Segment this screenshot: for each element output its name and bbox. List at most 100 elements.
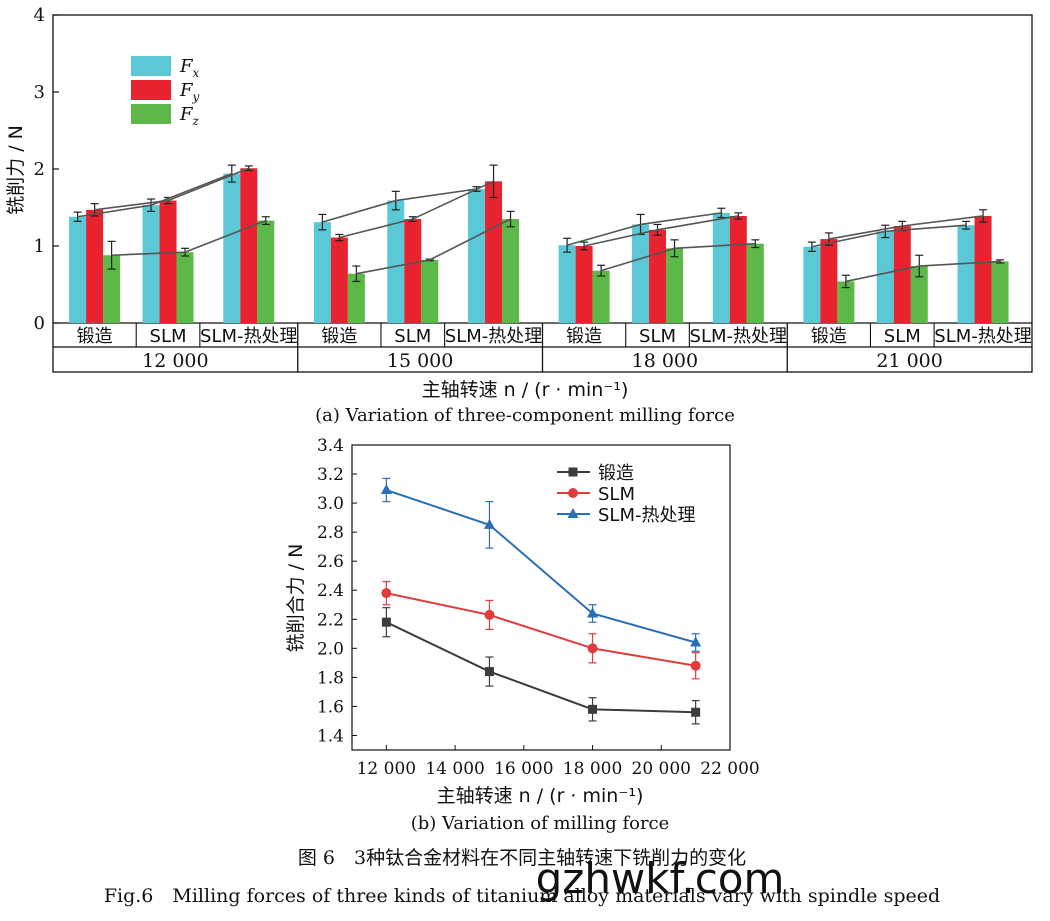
material-label: SLM-热处理	[690, 326, 787, 347]
bar-fx	[632, 224, 650, 323]
material-label: 锻造	[566, 326, 602, 347]
bar-fx	[803, 246, 821, 323]
y-tick-label: 1.8	[317, 668, 344, 688]
trend-line-fz	[111, 219, 267, 257]
series-line	[386, 592, 696, 667]
bar-fz	[592, 270, 610, 323]
series-line	[386, 489, 696, 644]
y-tick-label: 2.6	[317, 552, 344, 572]
trend-line-fx	[322, 188, 477, 223]
bar-fx	[142, 205, 160, 323]
legend-swatch-x	[131, 56, 171, 76]
material-label: SLM	[639, 326, 676, 347]
trend-line-fy	[339, 180, 494, 239]
data-point	[484, 667, 494, 677]
watermark: gzhwkf.com	[536, 854, 785, 903]
bar-fx	[957, 225, 975, 323]
trend-line-fx	[566, 212, 722, 246]
y-tick-label: 1.4	[317, 726, 344, 746]
data-point	[690, 636, 702, 647]
legend-label-fz: Fz	[179, 104, 200, 128]
data-point	[691, 707, 701, 717]
legend-label: SLM-热处理	[598, 505, 695, 526]
bar-fy	[575, 246, 593, 323]
trend-line-fy	[828, 215, 984, 240]
x-tick-label: 14 000	[425, 759, 484, 779]
y-tick-label: 3.0	[317, 494, 344, 514]
bar-fy	[86, 209, 104, 323]
trend-line-fz	[845, 260, 1001, 283]
bar-fx	[558, 245, 576, 323]
subfigure-caption-a: (a) Variation of three-component milling…	[315, 405, 735, 426]
material-label: SLM-热处理	[445, 326, 542, 347]
x-tick-label: 12 000	[357, 759, 416, 779]
material-label: SLM-热处理	[200, 326, 297, 347]
bar-fx	[387, 200, 405, 323]
data-point	[587, 607, 599, 618]
legend-label-fx: Fx	[179, 56, 200, 80]
legend-marker	[568, 488, 578, 498]
bar-fy	[893, 225, 911, 323]
y-tick-label: 2	[34, 159, 45, 180]
bar-fz	[176, 252, 194, 323]
bar-fz	[910, 266, 928, 323]
x-tick-label: 22 000	[700, 759, 759, 779]
y-tick-label: 2.0	[317, 639, 344, 659]
material-label: 锻造	[77, 326, 113, 347]
y-tick-label: 1.6	[317, 697, 344, 717]
x-axis-label: 主轴转速 n / (r · min⁻¹)	[422, 379, 629, 401]
speed-group-label: 12 000	[142, 350, 208, 372]
material-label: SLM	[884, 326, 921, 347]
legend-swatch-z	[131, 104, 171, 124]
speed-group-label: 21 000	[876, 350, 942, 372]
data-point	[587, 643, 598, 654]
x-axis-label: 主轴转速 n / (r · min⁻¹)	[437, 785, 644, 807]
y-tick-label: 2.8	[317, 523, 344, 543]
trend-line-fy	[94, 167, 250, 211]
material-label: SLM	[150, 326, 187, 347]
trend-line-fx	[77, 172, 233, 218]
chart-b-frame	[351, 444, 731, 751]
bar-fy	[404, 219, 422, 323]
bar-fx	[69, 216, 87, 323]
bar-fz	[991, 261, 1009, 323]
trend-line-fz	[600, 242, 756, 272]
y-tick-label: 3.4	[317, 436, 344, 456]
y-tick-label: 4	[34, 5, 45, 26]
x-tick-label: 20 000	[632, 759, 691, 779]
material-label: SLM	[394, 326, 431, 347]
data-point	[484, 609, 495, 620]
bar-fy	[820, 239, 838, 323]
bar-fz	[666, 248, 684, 323]
series-line	[385, 621, 696, 714]
material-label: 锻造	[321, 326, 357, 347]
y-tick-label: 2.4	[317, 581, 344, 601]
material-label: SLM-热处理	[934, 326, 1031, 347]
data-point	[380, 484, 392, 495]
y-tick-label: 0	[34, 313, 45, 334]
bar-fx	[876, 231, 894, 323]
bar-fz	[257, 220, 275, 323]
legend-label-fy: Fy	[179, 80, 200, 104]
subfigure-caption-b: (b) Variation of milling force	[411, 813, 670, 834]
bar-fx	[468, 189, 486, 323]
data-point	[483, 518, 495, 529]
legend-label: 锻造	[598, 463, 634, 484]
y-axis-label: 铣削力 / N	[5, 125, 27, 215]
data-point	[381, 588, 392, 599]
bar-fz	[421, 259, 439, 323]
y-axis-label: 铣削合力 / N	[285, 544, 307, 653]
bar-fz	[502, 219, 520, 323]
y-tick-label: 3.2	[317, 465, 344, 485]
bar-fz	[746, 243, 764, 323]
data-point	[690, 660, 701, 671]
bar-fx	[223, 173, 241, 323]
bar-fy	[330, 237, 348, 323]
data-point	[588, 704, 598, 714]
legend-marker	[567, 508, 579, 518]
y-tick-label: 2.2	[317, 610, 344, 630]
bar-fy	[974, 215, 992, 323]
bar-fz	[347, 273, 365, 323]
data-point	[381, 617, 391, 627]
